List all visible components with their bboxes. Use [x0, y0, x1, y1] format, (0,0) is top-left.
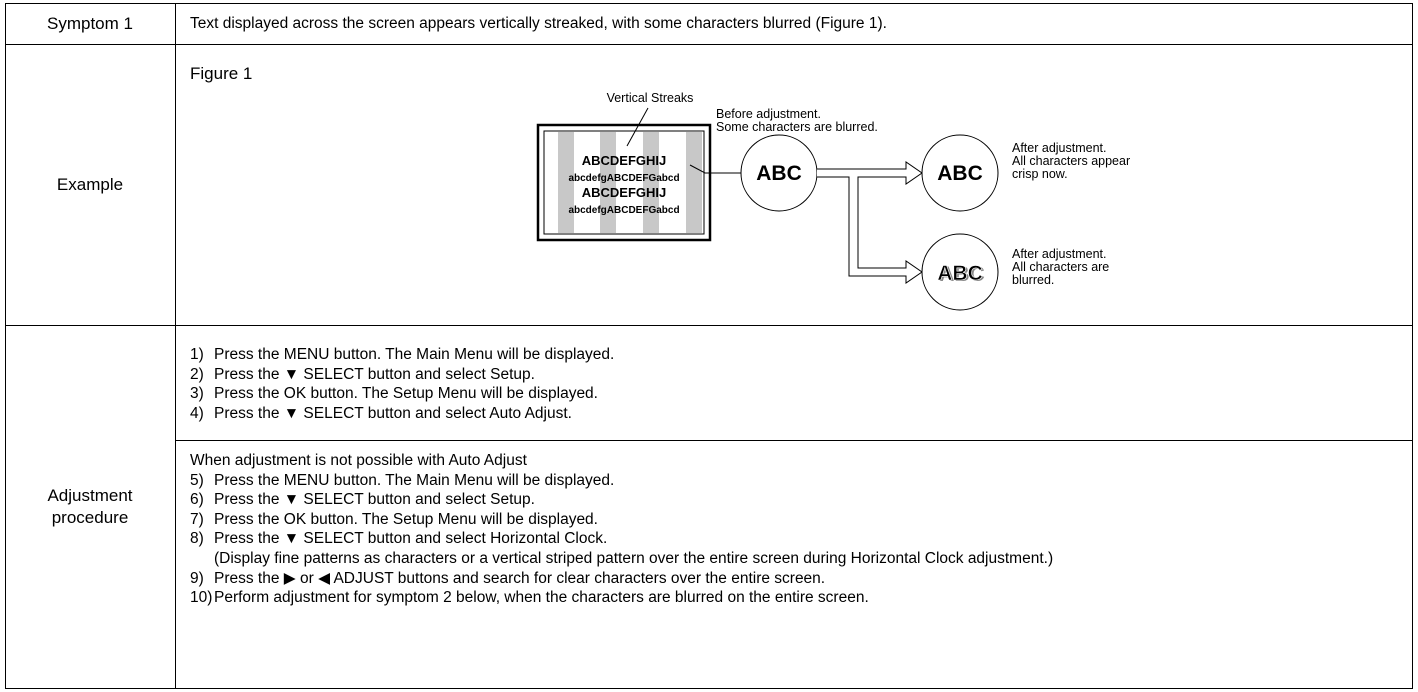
- step: 7) Press the OK button. The Setup Menu wi…: [190, 511, 598, 529]
- step-text: Press the ▼ SELECT button and select Hor…: [214, 530, 608, 547]
- column-divider: [175, 3, 176, 689]
- step: 5) Press the MENU button. The Main Menu w…: [190, 472, 614, 490]
- step: 9) Press the ▶ or ◀ ADJUST buttons and se…: [190, 569, 825, 588]
- step-number: 1): [190, 346, 204, 363]
- step: (Display fine patterns as characters or …: [190, 550, 1053, 568]
- after-text: All characters appear: [1012, 154, 1130, 168]
- circle: [921, 233, 999, 311]
- step: 6) Press the ▼ SELECT button and select S…: [190, 491, 535, 509]
- screen-line: abcdefgABCDEFGabcd: [568, 173, 679, 184]
- after-text: After adjustment.: [1012, 141, 1107, 155]
- step-number: 7): [190, 510, 204, 528]
- step-text: Press the ▶ or ◀ ADJUST buttons and sear…: [214, 570, 826, 587]
- step-text: Perform adjustment for symptom 2 below, …: [214, 588, 869, 606]
- procedure-label-line: Adjustment: [47, 486, 133, 505]
- circle: [921, 134, 999, 212]
- arrows: [817, 161, 923, 284]
- procedure-label-line: procedure: [51, 508, 129, 527]
- step-text: Press the OK button. The Setup Menu will…: [214, 510, 598, 528]
- after-text: blurred.: [1012, 273, 1054, 287]
- pointer: [626, 107, 649, 147]
- step-text: Press the ▼ SELECT button and select Aut…: [214, 404, 572, 422]
- circle-text-shadow: ABC: [939, 263, 985, 286]
- screen-line: ABCDEFGHIJ: [582, 185, 667, 200]
- after-text: crisp now.: [1012, 167, 1068, 181]
- streaks-label: Vertical Streaks: [607, 91, 694, 105]
- streak: [600, 132, 616, 233]
- step-text: Press the OK button. The Setup Menu will…: [214, 385, 598, 402]
- step-number: 9): [190, 570, 204, 587]
- after-text: After adjustment.: [1012, 247, 1107, 261]
- step: 4) Press the ▼ SELECT button and select A…: [190, 405, 572, 423]
- step-number: 2): [190, 365, 204, 383]
- streak: [686, 132, 702, 233]
- after-text: All characters are: [1012, 260, 1109, 274]
- before-text: Some characters are blurred.: [716, 120, 878, 134]
- step-number: 4): [190, 404, 204, 422]
- before-text: Before adjustment.: [716, 107, 821, 121]
- step: 3) Press the OK button. The Setup Menu wi…: [190, 385, 598, 403]
- step-text: Press the ▼ SELECT button and select Set…: [214, 491, 535, 508]
- circle-text: ABC: [937, 262, 983, 285]
- connector: [689, 164, 741, 174]
- step-text: Press the MENU button. The Main Menu wil…: [214, 471, 615, 489]
- step-number: 5): [190, 471, 204, 489]
- step-text: Press the ▼ SELECT button and select Set…: [214, 365, 535, 383]
- step-number: 8): [190, 530, 204, 547]
- step-text: Press the MENU button. The Main Menu wil…: [214, 346, 615, 363]
- streak: [558, 132, 574, 233]
- step-number: 3): [190, 385, 204, 402]
- circle-text: ABC: [756, 162, 802, 185]
- step: 2) Press the ▼ SELECT button and select S…: [190, 366, 535, 384]
- example-label: Example: [56, 175, 124, 194]
- step: 8) Press the ▼ SELECT button and select H…: [190, 530, 607, 548]
- circle-text: ABC: [937, 162, 983, 185]
- symptom-text: Text displayed across the screen appears…: [190, 15, 887, 32]
- screen-line: ABCDEFGHIJ: [582, 153, 667, 168]
- step-number: 10): [190, 588, 213, 606]
- screen-line: abcdefgABCDEFGabcd: [568, 205, 679, 216]
- steps-heading: When adjustment is not possible with Aut…: [190, 452, 527, 469]
- step-note: (Display fine patterns as characters or …: [214, 549, 1054, 567]
- streak: [643, 132, 659, 233]
- step: 10) Perform adjustment for symptom 2 belo…: [190, 589, 869, 607]
- symptom-label: Symptom 1: [47, 14, 133, 33]
- step: 1) Press the MENU button. The Main Menu w…: [190, 346, 614, 364]
- procedure-label: Adjustment procedure: [5, 325, 175, 689]
- step-number: 6): [190, 491, 204, 508]
- figure-title: Figure 1: [190, 64, 253, 83]
